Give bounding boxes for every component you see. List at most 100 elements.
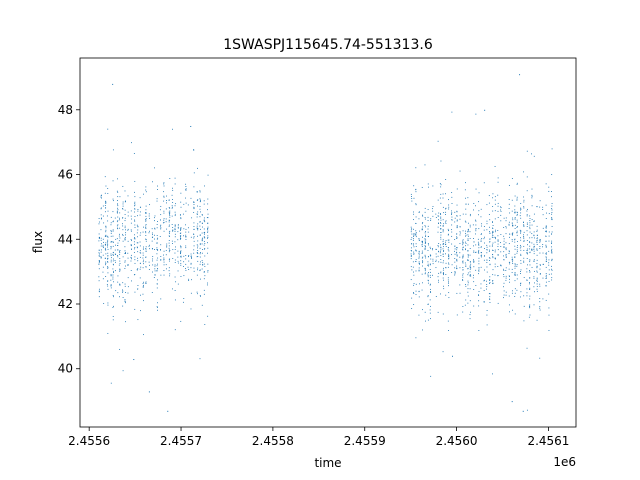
data-point [180,201,182,203]
data-point [454,239,456,240]
data-point [486,204,488,206]
data-point [430,292,432,293]
data-point [145,282,147,284]
data-point [497,202,499,204]
data-point [514,241,516,243]
data-point [180,255,182,257]
data-point [197,247,198,249]
data-point [149,230,150,232]
data-point [421,244,423,246]
data-point [411,269,413,271]
data-point [545,225,547,227]
data-point [203,248,205,250]
data-point [137,225,139,227]
data-point [551,231,553,233]
data-point [456,268,458,270]
data-point [508,253,510,254]
data-point [98,280,100,282]
data-point [159,236,161,237]
data-point [491,244,493,246]
data-point [197,269,198,271]
data-point [415,290,417,292]
data-point [451,272,453,273]
data-point [110,232,112,234]
data-point [500,206,502,208]
data-point [424,249,426,251]
data-point [494,196,496,198]
data-point [536,239,538,241]
data-point [448,255,450,257]
data-point [102,247,104,249]
data-point [199,190,201,192]
data-point [136,242,138,244]
data-point [119,284,121,286]
data-point [193,245,195,247]
data-point [122,205,124,207]
data-point [489,293,491,295]
data-point [145,205,147,207]
data-point [551,205,553,207]
data-point [462,280,464,281]
data-point [122,208,123,209]
data-point [112,295,114,296]
data-point [199,221,201,222]
data-point [533,243,535,245]
data-point [517,212,518,214]
data-point [503,217,505,219]
data-point [494,218,496,220]
data-point [180,229,181,231]
data-point [469,215,471,217]
data-point [117,205,119,207]
data-point [492,242,494,244]
data-point [477,241,479,243]
data-point [480,255,482,257]
data-point [465,299,467,301]
data-point [410,255,412,256]
data-point [454,271,456,273]
data-point [523,222,524,224]
data-point [486,271,488,273]
data-point [539,252,541,254]
data-point [137,260,139,262]
data-point [193,249,195,251]
data-point [438,250,439,252]
data-point [117,196,119,198]
data-point [448,239,450,241]
data-point [140,294,141,296]
data-point [183,275,185,277]
data-point [492,250,494,251]
data-point [122,185,124,187]
data-point [478,330,480,331]
data-point [98,296,100,298]
data-point [169,213,170,215]
data-point [478,268,480,270]
data-point [100,245,102,247]
data-point [526,271,528,273]
data-point [172,229,174,231]
data-point [105,249,107,251]
data-point [503,240,505,242]
data-point [415,283,417,285]
data-point [117,191,119,193]
data-point [197,199,199,201]
data-point [112,268,114,270]
data-point [412,243,414,245]
data-point [519,247,521,249]
data-point [516,219,518,221]
data-point [548,213,550,215]
data-point [526,347,528,349]
data-point [207,228,208,230]
data-point [131,218,133,220]
data-point [462,239,464,241]
data-point [110,216,112,218]
data-point [100,214,102,216]
data-point [107,272,109,274]
data-point [539,239,541,241]
data-point [110,235,112,237]
data-point [199,234,201,236]
data-point [197,211,199,213]
data-point [548,231,550,233]
data-point [469,271,471,273]
data-point [134,202,136,204]
data-point [467,284,469,286]
